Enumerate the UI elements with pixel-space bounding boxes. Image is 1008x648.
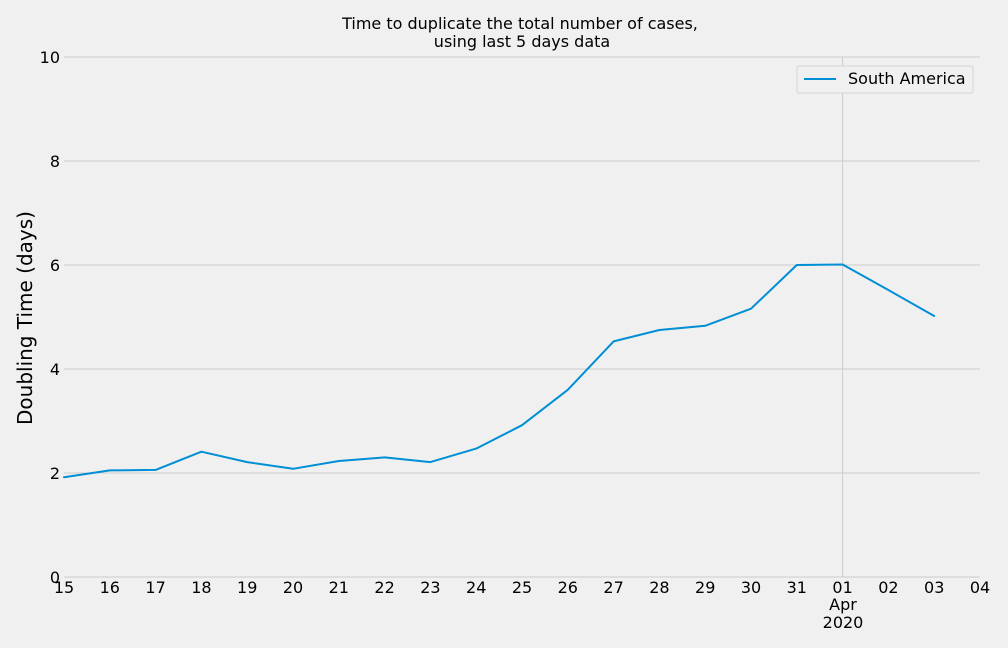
x-tick-label-5: 20 bbox=[283, 578, 303, 597]
x-tick-label-12: 27 bbox=[603, 578, 623, 597]
x-tick-label-8: 23 bbox=[420, 578, 440, 597]
x-tick-label-18: 02 bbox=[878, 578, 898, 597]
x-tick-label-1: 16 bbox=[100, 578, 120, 597]
x-month-label: Apr bbox=[829, 595, 857, 614]
legend: South America bbox=[796, 65, 974, 94]
x-tick-label-16: 31 bbox=[787, 578, 807, 597]
x-tick-label-6: 21 bbox=[329, 578, 349, 597]
x-tick-label-11: 26 bbox=[558, 578, 578, 597]
y-tick-label-5: 10 bbox=[40, 48, 60, 67]
x-tick-label-0: 15 bbox=[54, 578, 74, 597]
x-tick-label-17: 01 bbox=[832, 578, 852, 597]
x-tick-label-2: 17 bbox=[145, 578, 165, 597]
y-tick-label-1: 2 bbox=[50, 464, 60, 483]
chart-title-line-2: using last 5 days data bbox=[434, 32, 610, 51]
y-tick-label-2: 4 bbox=[50, 360, 60, 379]
series-line-0 bbox=[63, 263, 936, 479]
x-tick-label-14: 29 bbox=[695, 578, 715, 597]
y-tick-label-4: 8 bbox=[50, 152, 60, 171]
y-axis-label: Doubling Time (days) bbox=[13, 211, 37, 425]
x-tick-labels: 15 16 17 18 19 20 21 22 23 24 25 26 27 28 29 30 31 01 02 03… bbox=[54, 578, 990, 597]
y-tick-label-0: 0 bbox=[50, 568, 60, 587]
x-tick-label-10: 25 bbox=[512, 578, 532, 597]
x-tick-label-13: 28 bbox=[649, 578, 669, 597]
y-tick-label-3: 6 bbox=[50, 256, 60, 275]
y-tick-labels: 0 2 4 6 8 10 bbox=[40, 48, 60, 587]
series-layer bbox=[63, 263, 936, 479]
x-tick-label-7: 22 bbox=[374, 578, 394, 597]
legend-box bbox=[796, 65, 974, 94]
x-tick-label-4: 19 bbox=[237, 578, 257, 597]
x-tick-label-19: 03 bbox=[924, 578, 944, 597]
grid-lines bbox=[64, 56, 980, 578]
x-tick-label-20: 04 bbox=[970, 578, 990, 597]
chart-title-line-1: Time to duplicate the total number of ca… bbox=[341, 14, 698, 33]
legend-label-south-america: South America bbox=[848, 69, 966, 88]
x-year-label: 2020 bbox=[823, 613, 864, 632]
x-tick-label-3: 18 bbox=[191, 578, 211, 597]
x-tick-label-15: 30 bbox=[741, 578, 761, 597]
x-tick-label-9: 24 bbox=[466, 578, 486, 597]
